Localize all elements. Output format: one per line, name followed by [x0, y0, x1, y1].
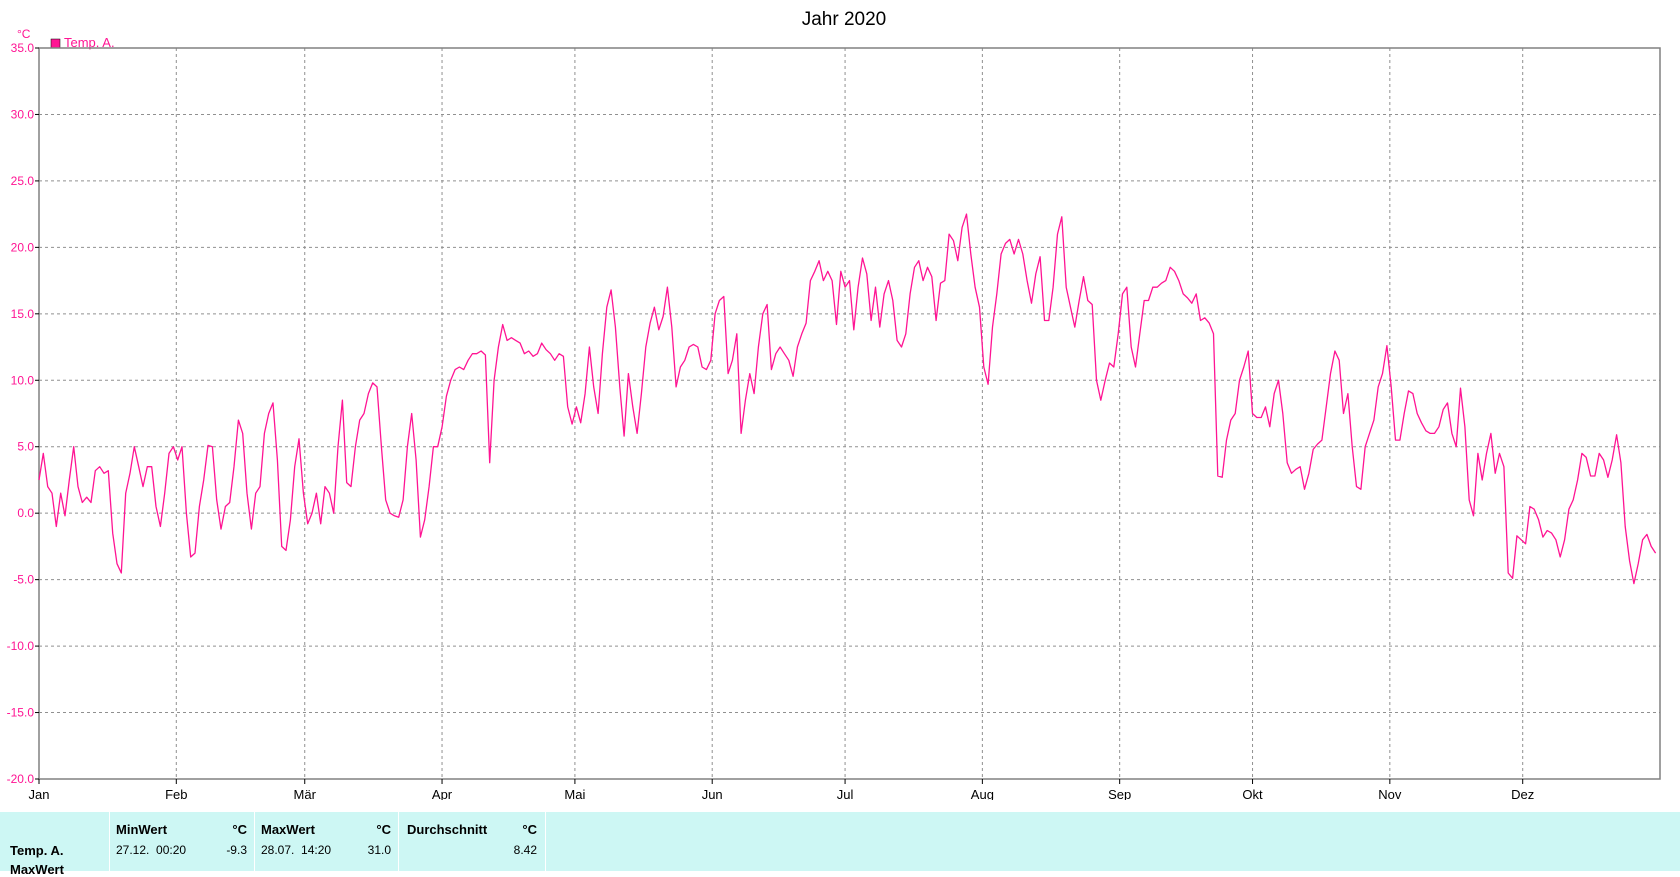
x-tick-label: Okt	[1242, 787, 1263, 800]
series-group	[38, 213, 1657, 585]
x-tick-label: Jul	[837, 787, 854, 800]
stats-min-column: MinWert °C 27.12. 00:20 -9.3	[109, 812, 255, 871]
max-header: MaxWert	[261, 822, 315, 837]
avg-value: 8.42	[513, 843, 537, 857]
x-tick-label: Aug	[971, 787, 994, 800]
max-datetime: 28.07. 14:20	[261, 843, 332, 857]
grid	[39, 48, 1660, 779]
avg-unit: °C	[522, 822, 537, 837]
x-axis: Jan Feb Mär Apr Mai Jun Jul Aug Sep Okt Nov Dez	[29, 779, 1534, 800]
x-tick-label: Nov	[1378, 787, 1402, 800]
x-tick-label: Feb	[165, 787, 187, 800]
x-tick-label: Apr	[432, 787, 453, 800]
chart-title: Jahr 2020	[802, 9, 887, 30]
statistics-panel: Temp. A. MaxWert MinWert °C 27.12. 00:20…	[0, 812, 1680, 877]
series-line-temp-a	[38, 213, 1657, 585]
legend-label: Temp. A.	[64, 35, 115, 50]
min-value: -9.3	[226, 843, 247, 857]
y-tick-label: 10.0	[11, 373, 35, 387]
stats-avg-column: Durchschnitt °C 8.42	[398, 812, 546, 871]
y-axis-unit: °C	[17, 27, 31, 41]
x-tick-label: Dez	[1511, 787, 1534, 800]
y-axis: 35.0 30.0 25.0 20.0 15.0 10.0 5.0 0.0 -5.0 -10.0 -…	[7, 41, 39, 786]
x-tick-label: Jun	[702, 787, 723, 800]
y-tick-label: -15.0	[7, 706, 35, 720]
y-tick-label: -10.0	[7, 639, 35, 653]
y-tick-label: 15.0	[11, 307, 35, 321]
min-datetime: 27.12. 00:20	[116, 843, 187, 857]
legend-swatch	[50, 38, 61, 49]
avg-header: Durchschnitt	[407, 822, 488, 837]
x-tick-label: Sep	[1108, 787, 1131, 800]
y-tick-label: 25.0	[11, 174, 35, 188]
stats-series-label: Temp. A.	[10, 843, 64, 858]
y-tick-label: 30.0	[11, 107, 35, 121]
stats-cut-label: MaxWert	[10, 862, 64, 877]
max-unit: °C	[376, 822, 391, 837]
min-unit: °C	[232, 822, 247, 837]
y-tick-label: -5.0	[13, 573, 34, 587]
stats-max-column: MaxWert °C 28.07. 14:20 31.0	[254, 812, 399, 871]
x-tick-label: Mär	[294, 787, 317, 800]
plot-frame	[38, 47, 1661, 780]
y-tick-label: 0.0	[17, 506, 34, 520]
min-header: MinWert	[116, 822, 168, 837]
temperature-chart: Jahr 2020 °C Temp. A. 35.0 30.0 25.0 20.0 15…	[7, 9, 1661, 800]
y-tick-label: 20.0	[11, 240, 35, 254]
x-tick-label: Jan	[29, 787, 50, 800]
x-tick-label: Mai	[564, 787, 585, 800]
y-tick-label: -20.0	[7, 772, 35, 786]
y-tick-label: 35.0	[11, 41, 35, 55]
y-tick-label: 5.0	[17, 440, 34, 454]
max-value: 31.0	[367, 843, 391, 857]
